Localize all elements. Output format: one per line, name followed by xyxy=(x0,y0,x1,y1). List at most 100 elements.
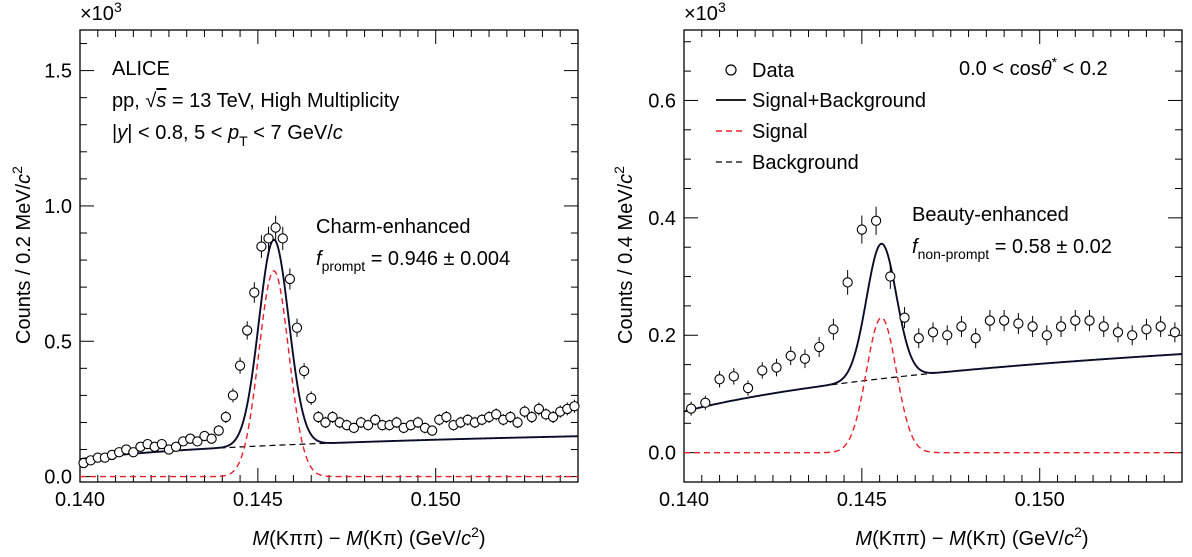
axis-ticks-left: 0.140 0.145 0.150 0.0 0.5 1.0 1.5 xyxy=(44,30,579,511)
data-point xyxy=(526,411,537,423)
data-point xyxy=(227,390,239,401)
data-point xyxy=(956,321,967,332)
y-tick-label-right: 0.0 xyxy=(648,443,676,465)
y-tick-label-right: 0.2 xyxy=(648,325,676,347)
data-point xyxy=(1070,315,1081,326)
data-point xyxy=(519,406,530,417)
signal-curve-left xyxy=(80,270,578,478)
data-point xyxy=(569,401,580,412)
data-point xyxy=(170,441,182,452)
signal-curve-right xyxy=(684,317,1182,454)
data-point xyxy=(1112,327,1124,338)
data-point xyxy=(242,325,253,336)
data-point xyxy=(291,322,303,333)
x-tick-label-left: 0.140 xyxy=(55,489,105,511)
data-point xyxy=(927,327,939,338)
data-point xyxy=(970,333,981,344)
y-axis-label-left: Counts / 0.2 MeV/c2 xyxy=(9,166,35,344)
total-fit-curve-left xyxy=(79,238,579,461)
y-tick-label-left: 0.5 xyxy=(44,331,72,353)
y-axis-label-right: Counts / 0.4 MeV/c2 xyxy=(611,166,637,344)
data-point xyxy=(547,411,559,423)
data-point xyxy=(491,409,502,420)
data-point xyxy=(856,224,868,235)
y-tick-label-left: 1.5 xyxy=(44,61,72,83)
data-point xyxy=(270,222,281,233)
data-point xyxy=(298,365,310,377)
data-point xyxy=(799,353,811,364)
data-point xyxy=(206,433,217,444)
data-point xyxy=(1041,330,1052,341)
background-curve-right xyxy=(683,353,1183,413)
data-point xyxy=(370,414,381,425)
data-point xyxy=(1055,321,1067,332)
data-point xyxy=(249,287,260,298)
chart-right: 0.140 0.145 0.150 0.0 0.2 0.4 0.6 ×103 Counts … xyxy=(611,0,1183,550)
data-point xyxy=(998,315,1010,326)
data-point xyxy=(348,422,360,434)
y-tick-label-right: 0.6 xyxy=(648,90,676,112)
collision-system-label: pp, √s = 13 TeV, High Multiplicity xyxy=(112,90,399,112)
data-point xyxy=(728,371,739,382)
data-point xyxy=(885,271,896,282)
data-point xyxy=(870,215,882,226)
total-fit-curve-right xyxy=(683,242,1183,413)
multiplier-left: ×103 xyxy=(80,0,122,25)
data-point xyxy=(942,330,953,341)
data-point xyxy=(128,447,139,458)
plot-area-right xyxy=(683,206,1183,454)
multiplier-right: ×103 xyxy=(684,0,726,25)
data-point xyxy=(714,374,725,385)
data-point xyxy=(427,425,438,436)
data-point xyxy=(284,273,296,285)
data-point xyxy=(899,312,910,323)
data-point xyxy=(1169,327,1181,338)
prompt-fraction-label: fprompt = 0.946 ± 0.004 xyxy=(316,248,510,274)
legend-data-marker xyxy=(725,64,737,76)
data-point xyxy=(1084,315,1095,326)
data-point xyxy=(256,241,267,252)
legend-item-signal: Signal xyxy=(752,121,808,143)
alice-label: ALICE xyxy=(112,58,170,80)
x-tick-label-right: 0.150 xyxy=(1015,489,1065,511)
data-point xyxy=(913,333,924,344)
data-point xyxy=(1127,330,1138,341)
data-point xyxy=(984,315,996,326)
data-point xyxy=(1098,321,1109,332)
legend: Data Signal+Background Signal Background xyxy=(716,60,926,174)
data-point xyxy=(533,403,545,415)
legend-item-data: Data xyxy=(752,60,795,82)
cos-theta-label: 0.0 < cosθ* < 0.2 xyxy=(959,54,1108,80)
data-point xyxy=(156,438,167,450)
data-point xyxy=(700,397,711,408)
data-point xyxy=(1013,318,1024,329)
data-point xyxy=(842,277,853,288)
data-point xyxy=(814,341,825,353)
data-point xyxy=(505,411,516,423)
y-tick-label-right: 0.4 xyxy=(648,208,676,230)
data-point xyxy=(213,425,224,436)
data-point xyxy=(391,417,402,428)
legend-item-background: Background xyxy=(752,152,859,174)
x-tick-label-left: 0.150 xyxy=(411,489,461,511)
data-point xyxy=(441,411,452,423)
x-tick-label-right: 0.145 xyxy=(837,489,887,511)
data-point xyxy=(1141,324,1152,335)
data-point xyxy=(192,436,203,447)
x-axis-label-left: M(Kππ) − M(Kπ) (GeV/c2) xyxy=(252,524,485,550)
data-point xyxy=(1027,321,1038,332)
non-prompt-fraction-label: fnon-prompt = 0.58 ± 0.02 xyxy=(912,236,1112,262)
x-tick-label-right: 0.140 xyxy=(659,489,709,511)
data-point xyxy=(828,324,839,335)
data-point xyxy=(412,417,424,428)
data-point xyxy=(512,417,523,428)
data-point xyxy=(277,233,288,244)
data-point xyxy=(1155,321,1166,332)
data-point xyxy=(685,403,697,414)
data-point xyxy=(742,382,754,394)
kinematic-cuts-label: |y| < 0.8, 5 < pT < 7 GeV/c xyxy=(112,122,343,149)
data-point xyxy=(220,411,231,423)
x-tick-label-left: 0.145 xyxy=(233,489,283,511)
y-tick-label-left: 0.0 xyxy=(44,467,72,489)
